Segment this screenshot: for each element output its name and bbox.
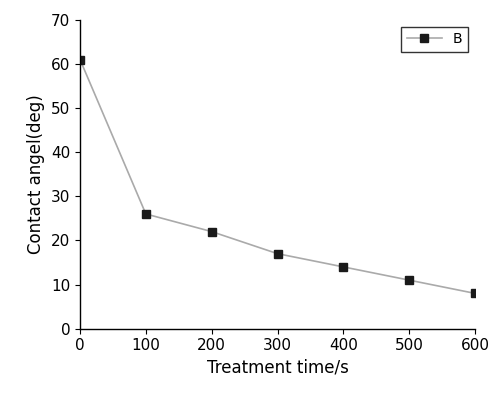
Legend: B: B [402,27,468,52]
B [340,265,346,269]
B [208,229,214,234]
X-axis label: Treatment time/s: Treatment time/s [206,359,348,377]
Line: B: B [76,55,479,297]
B [406,278,412,282]
B [77,57,83,62]
Y-axis label: Contact angel(deg): Contact angel(deg) [28,94,46,254]
B [472,291,478,296]
B [143,211,149,216]
B [274,251,280,256]
